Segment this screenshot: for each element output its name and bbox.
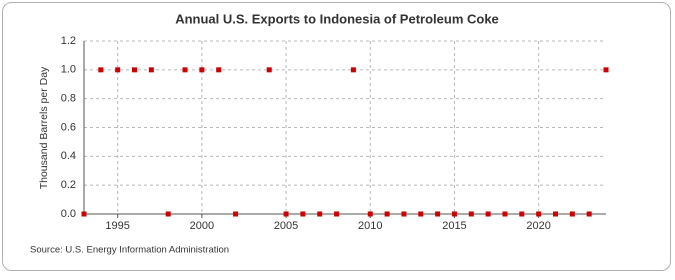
x-tick-label: 2000	[190, 220, 214, 232]
marker	[519, 211, 525, 217]
marker	[435, 211, 441, 217]
marker	[569, 211, 575, 217]
x-tick-label: 1995	[105, 220, 129, 232]
marker	[451, 211, 457, 217]
marker	[182, 67, 188, 73]
y-tick-label: 0.8	[61, 93, 76, 105]
x-tick-label: 2005	[274, 220, 298, 232]
marker	[536, 211, 542, 217]
marker	[199, 67, 205, 73]
marker	[165, 211, 171, 217]
marker	[603, 67, 609, 73]
y-tick-label: 1.0	[61, 64, 76, 76]
y-tick-label: 1.2	[61, 35, 76, 47]
marker	[233, 211, 239, 217]
marker	[367, 211, 373, 217]
marker	[81, 211, 87, 217]
marker	[502, 211, 508, 217]
marker	[266, 67, 272, 73]
y-axis-label: Thousand Barrels per Day	[38, 66, 50, 189]
y-tick-label: 0.2	[61, 179, 76, 191]
marker	[334, 211, 340, 217]
marker	[350, 67, 356, 73]
y-tick-label: 0.6	[61, 121, 76, 133]
marker	[384, 211, 390, 217]
marker	[485, 211, 491, 217]
marker	[418, 211, 424, 217]
marker	[98, 67, 104, 73]
y-tick-label: 0.4	[61, 150, 76, 162]
chart-title: Annual U.S. Exports to Indonesia of Petr…	[175, 11, 499, 26]
marker	[300, 211, 306, 217]
marker	[216, 67, 222, 73]
marker	[283, 211, 289, 217]
marker	[148, 67, 154, 73]
marker	[586, 211, 592, 217]
x-tick-label: 2020	[526, 220, 550, 232]
source-note: Source: U.S. Energy Information Administ…	[30, 245, 229, 256]
marker	[115, 67, 121, 73]
marker	[401, 211, 407, 217]
marker	[132, 67, 138, 73]
y-tick-label: 0.0	[61, 208, 76, 220]
x-tick-label: 2010	[358, 220, 382, 232]
x-tick-label: 2015	[442, 220, 466, 232]
marker	[317, 211, 323, 217]
marker	[468, 211, 474, 217]
marker	[552, 211, 558, 217]
